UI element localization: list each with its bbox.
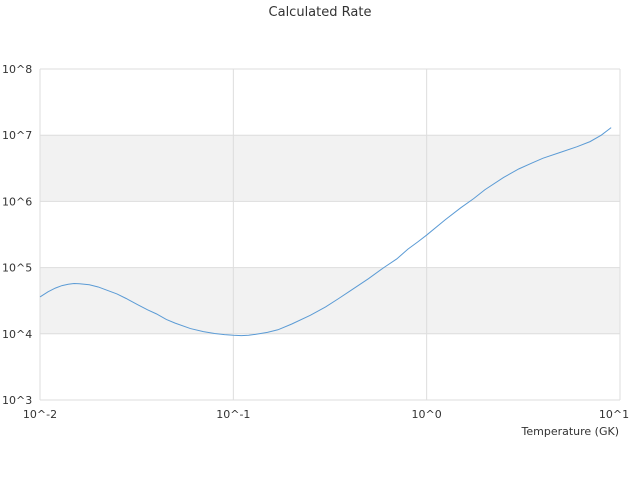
x-axis-ticks: 10^-2 10^-1 10^0 10^1 bbox=[23, 408, 629, 421]
x-tick-label: 10^1 bbox=[599, 408, 629, 421]
x-tick-label: 10^-2 bbox=[23, 408, 57, 421]
y-tick-label: 10^7 bbox=[2, 129, 32, 142]
x-tick-label: 10^0 bbox=[412, 408, 442, 421]
x-axis-title: Temperature (GK) bbox=[521, 425, 620, 438]
plot-bands bbox=[40, 135, 620, 334]
y-axis-ticks: 10^3 10^4 10^5 10^6 10^7 10^8 bbox=[2, 63, 32, 407]
y-tick-label: 10^4 bbox=[2, 328, 32, 341]
y-tick-label: 10^3 bbox=[2, 394, 32, 407]
x-tick-label: 10^-1 bbox=[216, 408, 250, 421]
chart-title: Calculated Rate bbox=[269, 5, 372, 20]
plot-band bbox=[40, 135, 620, 202]
plot-band bbox=[40, 267, 620, 334]
y-tick-label: 10^6 bbox=[2, 195, 32, 208]
series-layer bbox=[39, 127, 612, 337]
y-tick-label: 10^8 bbox=[2, 63, 32, 76]
y-tick-label: 10^5 bbox=[2, 262, 32, 275]
grid-lines bbox=[39, 68, 621, 401]
series-line bbox=[39, 127, 612, 337]
